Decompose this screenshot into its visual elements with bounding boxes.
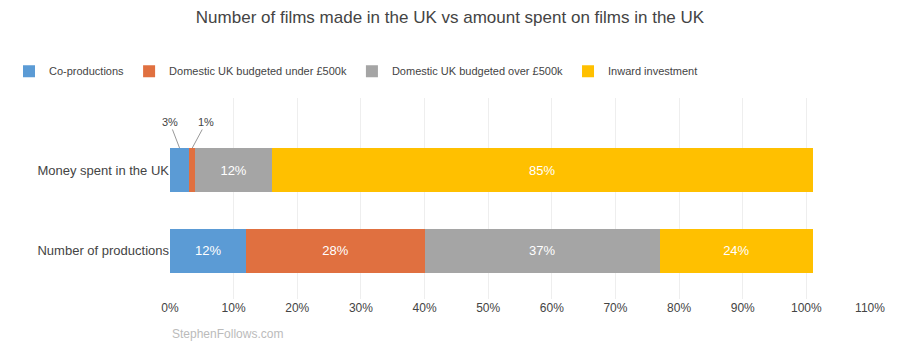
svg-text:StephenFollows.com: StephenFollows.com [172, 327, 283, 341]
svg-text:37%: 37% [529, 243, 555, 258]
svg-text:24%: 24% [723, 243, 749, 258]
svg-text:10%: 10% [222, 301, 246, 315]
svg-text:100%: 100% [791, 301, 822, 315]
svg-text:1%: 1% [198, 116, 214, 128]
svg-text:110%: 110% [855, 301, 885, 315]
svg-text:Domestic UK budgeted under £50: Domestic UK budgeted under £500k [169, 65, 347, 77]
svg-text:30%: 30% [349, 301, 373, 315]
svg-text:80%: 80% [667, 301, 691, 315]
svg-text:28%: 28% [322, 243, 348, 258]
svg-text:Inward investment: Inward investment [608, 65, 697, 77]
svg-text:Money spent in the UK: Money spent in the UK [37, 163, 169, 178]
svg-text:Co-productions: Co-productions [49, 65, 124, 77]
svg-text:12%: 12% [195, 243, 221, 258]
svg-text:20%: 20% [285, 301, 309, 315]
svg-text:0%: 0% [161, 301, 179, 315]
svg-text:3%: 3% [162, 116, 178, 128]
svg-text:90%: 90% [731, 301, 755, 315]
svg-text:12%: 12% [220, 163, 246, 178]
svg-text:60%: 60% [540, 301, 564, 315]
svg-text:50%: 50% [476, 301, 500, 315]
svg-text:Number of films made in the UK: Number of films made in the UK vs amount… [196, 8, 705, 27]
svg-text:Domestic UK budgeted over £500: Domestic UK budgeted over £500k [392, 65, 563, 77]
svg-text:Number of productions: Number of productions [37, 243, 169, 258]
svg-text:70%: 70% [603, 301, 627, 315]
svg-text:40%: 40% [413, 301, 437, 315]
svg-text:85%: 85% [529, 163, 555, 178]
